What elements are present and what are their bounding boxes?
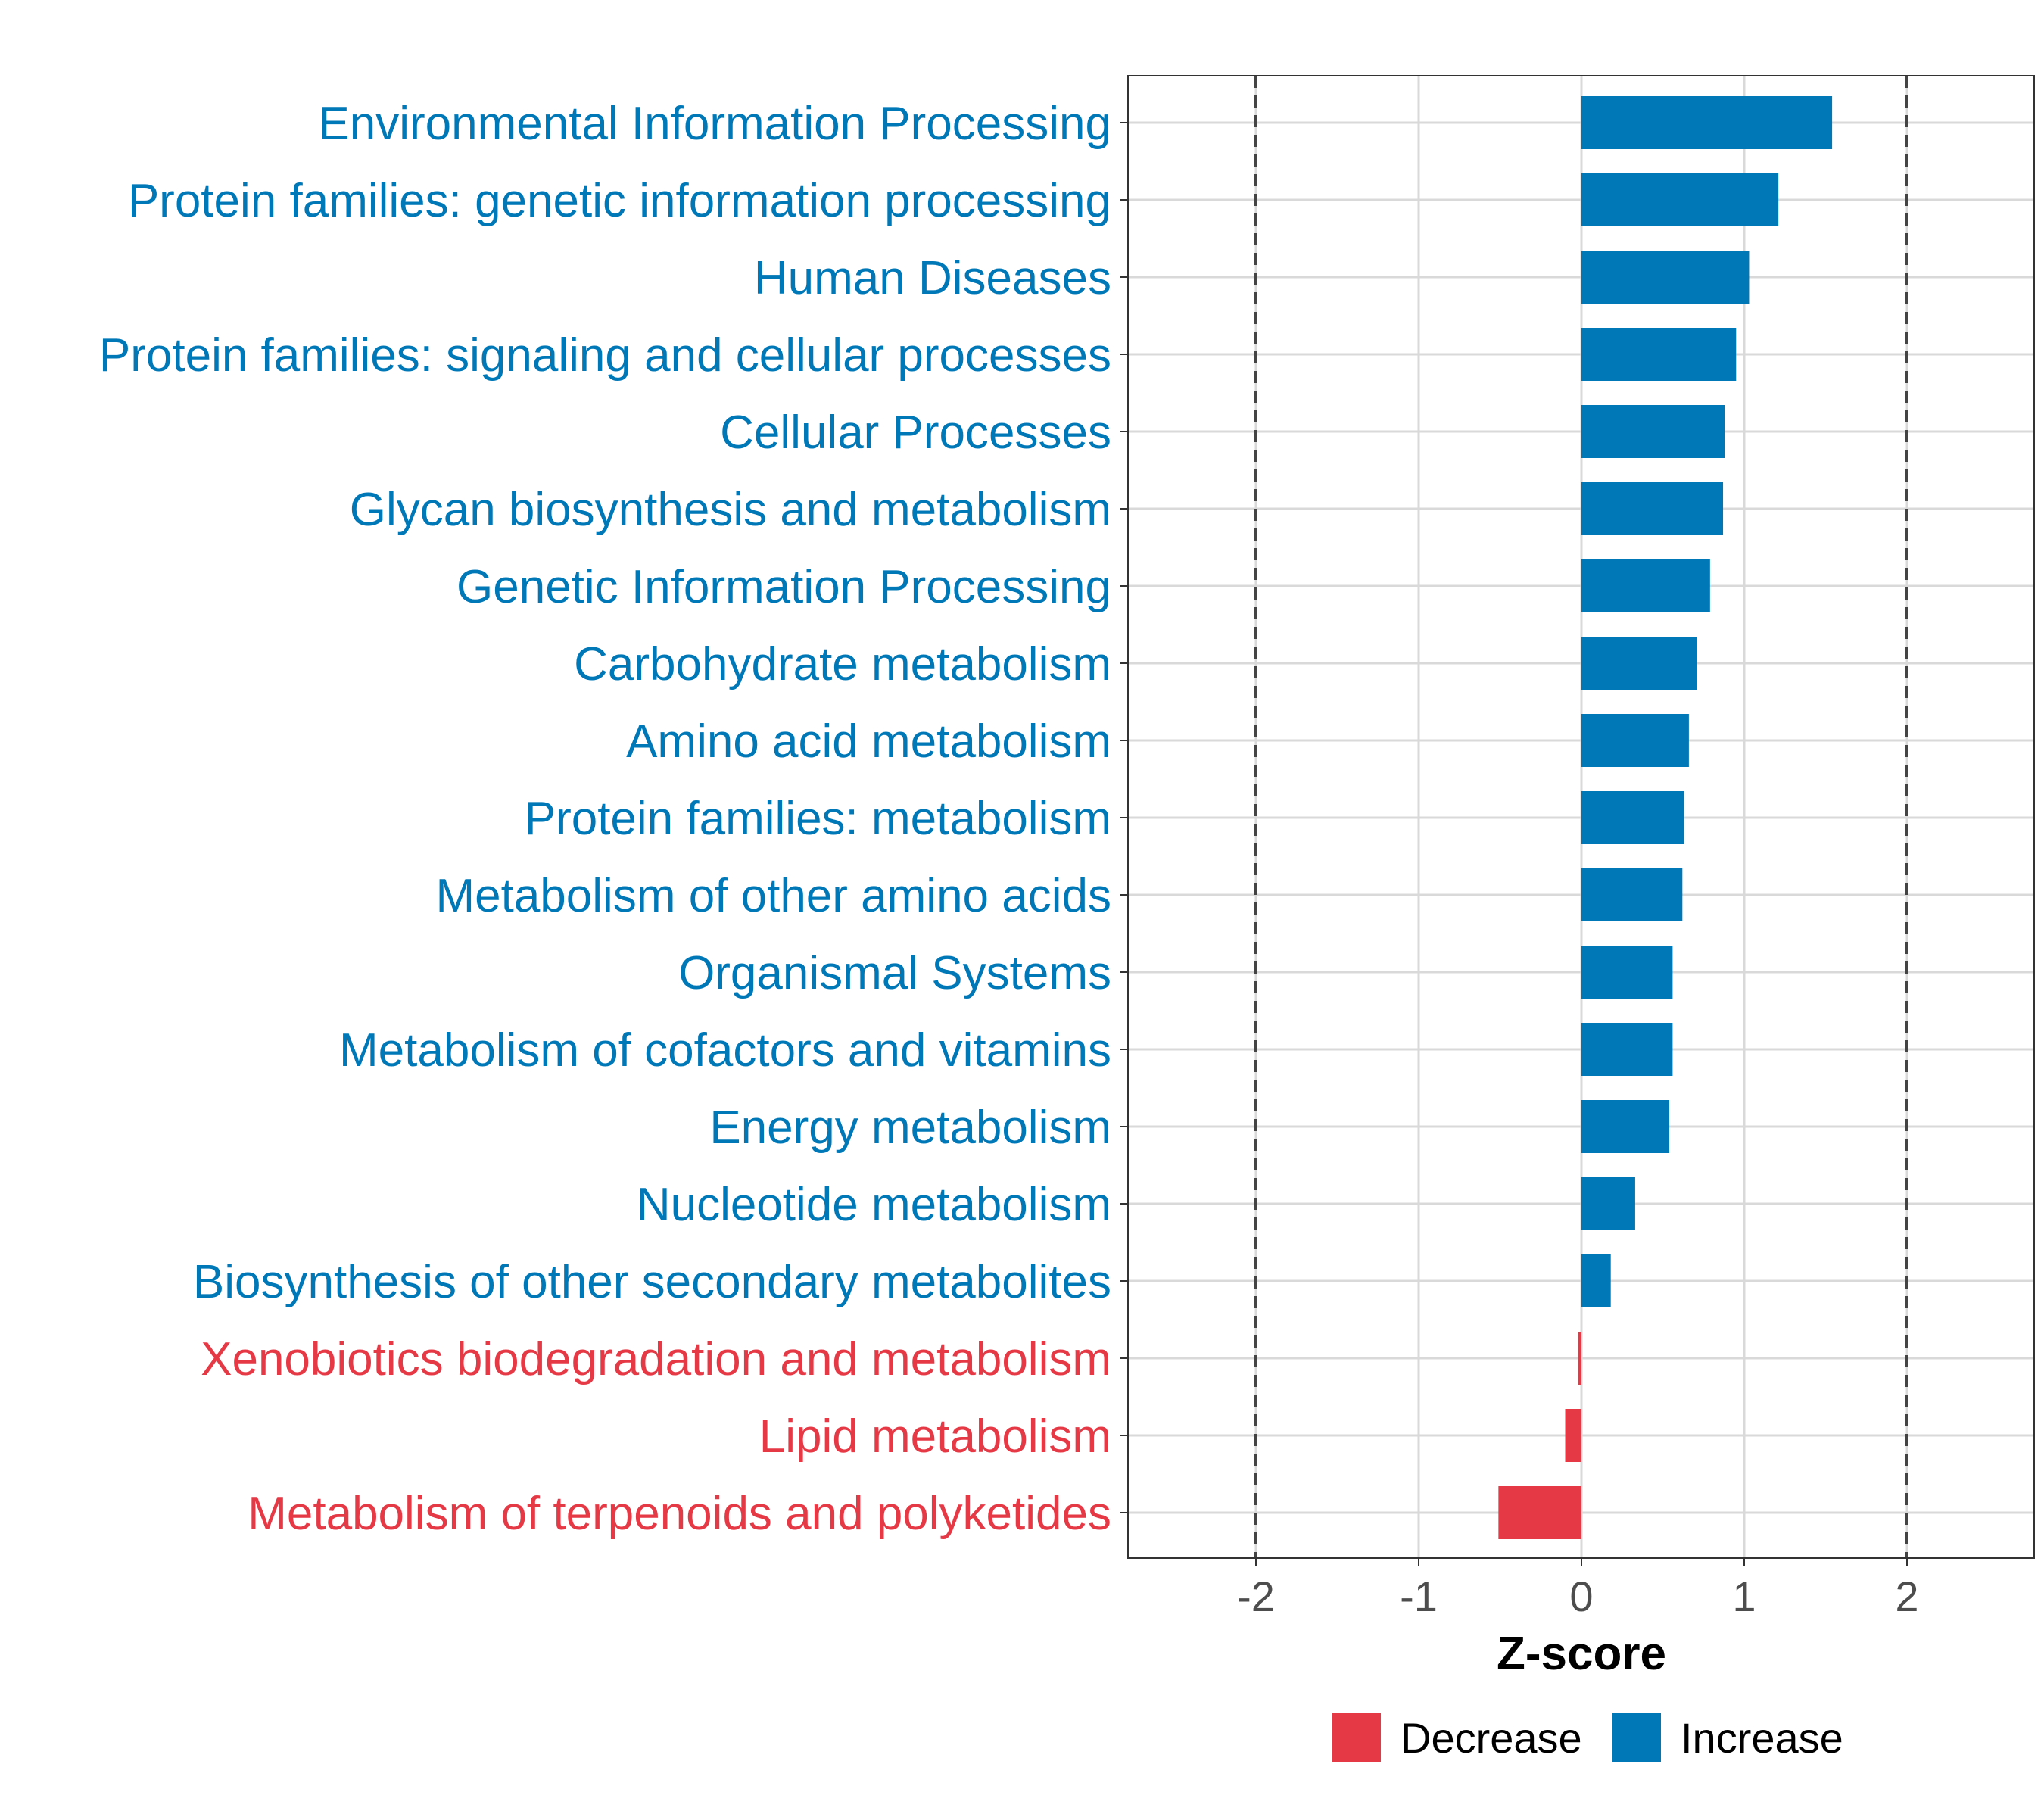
x-tick-label: -2: [1237, 1572, 1275, 1620]
x-axis-title: Z-score: [1497, 1628, 1666, 1680]
bar: [1581, 1023, 1673, 1076]
y-tick-label: Protein families: metabolism: [525, 793, 1111, 845]
bar: [1498, 1486, 1581, 1539]
bar: [1581, 791, 1684, 844]
bar: [1581, 868, 1683, 921]
bar: [1578, 1332, 1581, 1385]
bar: [1581, 328, 1737, 381]
x-tick-label: 2: [1895, 1572, 1918, 1620]
bars: [1498, 96, 1833, 1539]
y-tick-label: Carbohydrate metabolism: [574, 638, 1111, 690]
y-tick-label: Biosynthesis of other secondary metaboli…: [193, 1256, 1111, 1308]
y-tick-label: Organismal Systems: [678, 947, 1111, 999]
legend-label: Increase: [1681, 1714, 1843, 1762]
y-tick-label: Genetic Information Processing: [456, 561, 1111, 613]
y-tick-label: Metabolism of other amino acids: [435, 870, 1111, 922]
x-tick-label: 0: [1569, 1572, 1593, 1620]
bar: [1581, 1100, 1670, 1153]
bar: [1581, 559, 1710, 612]
legend-label: Decrease: [1401, 1714, 1582, 1762]
x-ticks: -2 -1 0 1 2: [1237, 1558, 1919, 1620]
y-tick-label: Metabolism of terpenoids and polyketides: [248, 1488, 1111, 1540]
bar: [1581, 1177, 1635, 1230]
bar: [1581, 714, 1689, 767]
y-tick-label: Environmental Information Processing: [318, 98, 1111, 150]
y-tick-label: Cellular Processes: [720, 407, 1111, 459]
y-tick-label: Protein families: signaling and cellular…: [99, 329, 1111, 382]
legend: Decrease Increase: [1332, 1713, 1843, 1762]
bar: [1581, 405, 1725, 458]
bar: [1581, 96, 1833, 149]
y-tick-label: Xenobiotics biodegradation and metabolis…: [201, 1333, 1111, 1385]
reference-lines: [1254, 76, 1908, 1558]
x-tick-label: 1: [1732, 1572, 1756, 1620]
bar: [1581, 173, 1779, 226]
y-tick-label: Amino acid metabolism: [626, 715, 1111, 768]
bar: [1581, 1254, 1611, 1307]
bar: [1581, 251, 1750, 304]
y-tick-label: Protein families: genetic information pr…: [128, 175, 1111, 227]
bar: [1565, 1409, 1581, 1462]
bar: [1581, 482, 1724, 535]
y-tick-label: Nucleotide metabolism: [637, 1179, 1111, 1231]
x-tick-label: -1: [1400, 1572, 1438, 1620]
y-tick-label: Glycan biosynthesis and metabolism: [350, 484, 1111, 536]
bar: [1581, 637, 1697, 690]
legend-swatch: [1332, 1713, 1381, 1762]
y-tick-label: Energy metabolism: [709, 1102, 1111, 1154]
legend-swatch: [1612, 1713, 1661, 1762]
y-tick-label: Human Diseases: [754, 252, 1111, 304]
y-ticks: Environmental Information Processing Prot…: [99, 98, 1128, 1540]
y-tick-label: Metabolism of cofactors and vitamins: [339, 1024, 1111, 1077]
y-tick-label: Lipid metabolism: [759, 1410, 1111, 1463]
bar: [1581, 946, 1673, 999]
